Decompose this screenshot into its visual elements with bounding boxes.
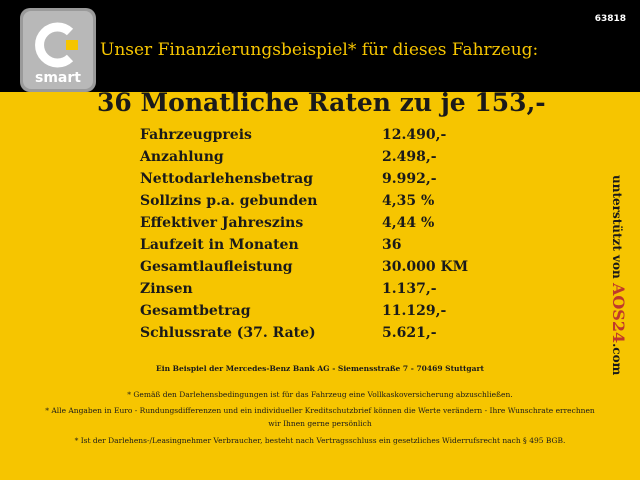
sidebar: unterstützt von AOS24.com bbox=[609, 175, 628, 375]
row-label: Anzahlung bbox=[140, 149, 224, 165]
row-value: 9.992,- bbox=[382, 171, 437, 187]
row-label: Effektiver Jahreszins bbox=[140, 215, 304, 231]
header-title: Unser Finanzierungsbeispiel* für dieses … bbox=[100, 40, 539, 60]
row-label: Zinsen bbox=[140, 281, 193, 297]
row-label: Fahrzeugpreis bbox=[140, 127, 252, 143]
row-value: 1.137,- bbox=[382, 281, 437, 297]
row-label: Gesamtbetrag bbox=[140, 303, 251, 319]
row-value: 11.129,- bbox=[382, 303, 447, 319]
bank-line: Ein Beispiel der Mercedes-Benz Bank AG -… bbox=[156, 364, 484, 373]
row-label: Laufzeit in Monaten bbox=[140, 237, 299, 253]
row-value: 4,35 % bbox=[382, 193, 435, 209]
row-value: 36 bbox=[382, 237, 402, 253]
row-value: 2.498,- bbox=[382, 149, 437, 165]
row-label: Sollzins p.a. gebunden bbox=[140, 193, 318, 209]
row-label: Schlussrate (37. Rate) bbox=[140, 325, 316, 341]
footnote: * Alle Angaben in Euro - Rundungsdiffere… bbox=[45, 406, 595, 428]
header-bar bbox=[0, 0, 640, 92]
row-value: 4,44 % bbox=[382, 215, 435, 231]
sidebar-brand: AOS24 bbox=[609, 282, 628, 344]
row-label: Nettodarlehensbetrag bbox=[140, 171, 313, 187]
row-value: 5.621,- bbox=[382, 325, 437, 341]
row-value: 30.000 KM bbox=[382, 259, 469, 275]
headline: 36 Monatliche Raten zu je 153,- bbox=[97, 88, 546, 117]
logo: smart bbox=[20, 8, 96, 92]
brand: smart bbox=[35, 70, 81, 86]
row-label: Gesamtlaufleistung bbox=[140, 259, 293, 275]
sidebar-prefix: unterstützt von bbox=[610, 175, 624, 279]
footnote: * Ist der Darlehens-/Leasingnehmer Verbr… bbox=[74, 436, 566, 445]
footnote: * Gemäß den Darlehensbedingungen ist für… bbox=[127, 390, 513, 399]
ad-id: 63818 bbox=[594, 14, 626, 24]
row-value: 12.490,- bbox=[382, 127, 447, 143]
